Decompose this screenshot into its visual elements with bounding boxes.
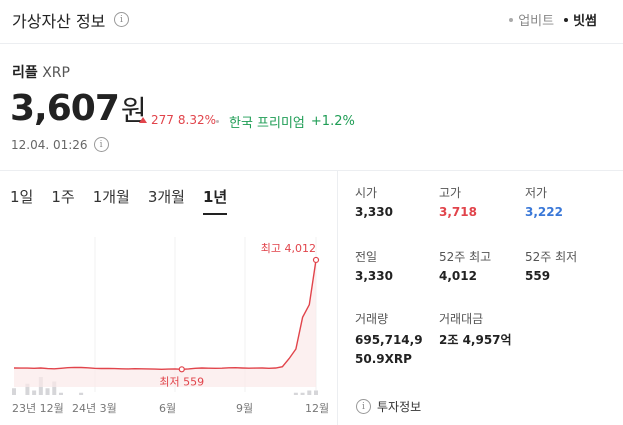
min-point [178, 366, 185, 373]
divider [0, 43, 623, 44]
price-area [14, 260, 316, 387]
tab-1day[interactable]: 1일 [10, 188, 34, 206]
max-label: 최고 4,012 [261, 242, 316, 255]
volume-bar [52, 381, 57, 395]
coin-symbol: XRP [42, 65, 70, 81]
stat-volume: 거래량 695,714,950.9XRP [355, 310, 425, 369]
stat-value: 559 [525, 269, 551, 283]
coin-name: 리플 XRP [12, 62, 70, 82]
source-tab-bithumb[interactable]: 빗썸 [564, 10, 597, 29]
divider [337, 171, 338, 425]
bullet-icon [564, 17, 569, 22]
stat-label: 저가 [525, 186, 548, 200]
stat-high: 고가 3,718 [439, 184, 477, 219]
stat-label: 52주 최고 [439, 250, 492, 264]
volume-bar [58, 392, 63, 395]
source-tab-label: 빗썸 [573, 14, 597, 29]
coin-korean-name: 리플 [12, 65, 38, 81]
stat-open: 시가 3,330 [355, 184, 393, 219]
stat-label: 52주 최저 [525, 250, 578, 264]
x-tick-label: 23년 12월 [12, 402, 64, 415]
tab-1year[interactable]: 1년 [203, 186, 228, 215]
triangle-up-icon [139, 117, 147, 123]
stat-label: 거래량 [355, 312, 389, 326]
stat-value: 2조 4,957억 [439, 333, 512, 347]
tab-1week[interactable]: 1주 [51, 188, 75, 206]
source-tab-label: 업비트 [518, 14, 555, 29]
volume-bar [293, 392, 298, 395]
source-tab-upbit[interactable]: 업비트 [509, 10, 554, 29]
x-tick-label: 24년 3월 [72, 402, 117, 415]
min-label: 최저 559 [159, 375, 204, 388]
premium-label: 한국 프리미엄 [229, 116, 305, 131]
source-tabs: 업비트 빗썸 [509, 10, 597, 29]
x-tick-label: 12월 [305, 402, 329, 415]
change-percent: 8.32% [177, 113, 217, 127]
divider [0, 170, 623, 171]
info-icon[interactable]: i [114, 12, 129, 27]
stat-prev-close: 전일 3,330 [355, 248, 393, 283]
korea-premium: 한국 프리미엄 +1.2% [216, 112, 355, 131]
bullet-icon [509, 17, 514, 22]
volume-bar [32, 390, 37, 395]
stat-value: 3,718 [439, 205, 477, 219]
premium-value: +1.2% [310, 114, 355, 129]
info-icon: i [356, 399, 371, 414]
tab-3month[interactable]: 3개월 [147, 188, 185, 206]
volume-bar [25, 383, 30, 395]
volume-bar [300, 392, 305, 395]
stat-label: 고가 [439, 186, 462, 200]
stat-value: 3,330 [355, 269, 393, 283]
info-icon[interactable]: i [93, 137, 109, 152]
price-chart[interactable]: 최고 4,012 최저 559 23년 12월 24년 3월 6월 9월 12월 [0, 232, 330, 422]
invest-info-link[interactable]: i 투자정보 [356, 398, 421, 415]
current-price: 3,607원 [10, 88, 147, 129]
stat-low: 저가 3,222 [525, 184, 563, 219]
stat-value: 3,222 [525, 205, 563, 219]
x-tick-label: 6월 [159, 402, 176, 415]
stat-trade-value: 거래대금 2조 4,957억 [439, 310, 512, 348]
max-point [312, 256, 320, 264]
volume-bar [79, 392, 84, 395]
separator-dot [216, 120, 219, 123]
timestamp: 12.04. 01:26 i [11, 137, 109, 152]
price-line [13, 259, 317, 371]
change-amount: 277 [151, 113, 174, 127]
price-change: 277 8.32% [139, 113, 216, 127]
timestamp-text: 12.04. 01:26 [11, 137, 88, 152]
price-value: 3,607 [10, 88, 120, 129]
volume-bar [314, 390, 318, 395]
stat-label: 거래대금 [439, 312, 484, 326]
volume-bar [45, 388, 50, 395]
page-title: 가상자산 정보 [12, 12, 106, 31]
volume-bar [307, 390, 312, 395]
invest-info-label: 투자정보 [377, 400, 422, 414]
stat-value: 4,012 [439, 269, 477, 283]
stat-label: 전일 [355, 250, 378, 264]
stat-52week-high: 52주 최고 4,012 [439, 248, 491, 283]
stat-value: 3,330 [355, 205, 393, 219]
volume-bar [12, 388, 16, 395]
stat-52week-low: 52주 최저 559 [525, 248, 577, 283]
stat-label: 시가 [355, 186, 378, 200]
tab-1month[interactable]: 1개월 [92, 188, 130, 206]
stat-value: 695,714,950.9XRP [355, 333, 423, 366]
period-tabs: 1일 1주 1개월 3개월 1년 [10, 186, 245, 215]
x-tick-label: 9월 [236, 402, 253, 415]
